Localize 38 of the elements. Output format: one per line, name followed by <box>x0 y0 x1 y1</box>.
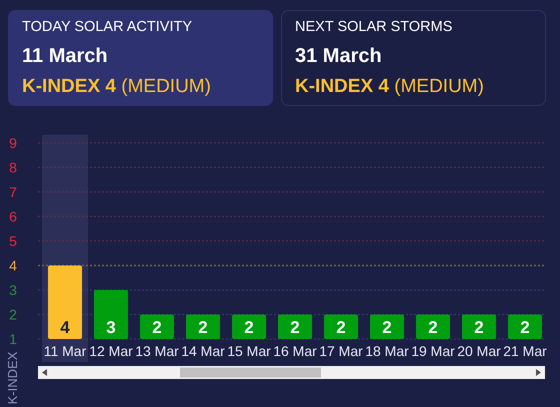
y-tick-label: 9 <box>9 134 18 151</box>
x-tick-label: 13 Mar <box>135 343 180 359</box>
y-tick-label: 8 <box>9 159 18 176</box>
text: K-INDEX 4 (MEDIUM) <box>22 76 211 97</box>
data-label: 2 <box>474 318 484 337</box>
text: 31 March <box>295 45 382 67</box>
data-label: 2 <box>336 318 346 337</box>
text: 11 March <box>22 45 108 67</box>
data-label: 2 <box>152 318 162 337</box>
data-label: 2 <box>520 318 530 337</box>
y-tick-label: 3 <box>9 282 18 298</box>
y-tick-label: 2 <box>9 306 18 322</box>
x-tick-label: 14 Mar <box>181 343 226 359</box>
y-tick-label: 5 <box>9 232 18 249</box>
x-tick-label: 11 Mar <box>44 343 87 359</box>
x-tick-label: 19 Mar <box>411 343 456 359</box>
x-tick-label: 18 Mar <box>365 343 410 359</box>
y-tick-label: 7 <box>9 184 18 200</box>
data-label: 3 <box>106 318 116 337</box>
data-label: 4 <box>60 318 70 337</box>
data-label: 2 <box>244 318 254 337</box>
text: K-INDEX 4 (MEDIUM) <box>295 76 484 97</box>
text: NEXT SOLAR STORMS <box>295 19 452 35</box>
x-tick-label: 12 Mar <box>89 343 134 359</box>
x-tick-label: 21 Mar <box>503 343 548 359</box>
x-tick-label: 20 Mar <box>457 343 502 359</box>
data-label: 2 <box>382 318 392 337</box>
y-tick-label: 6 <box>9 208 18 224</box>
y-tick-label: 1 <box>9 331 18 347</box>
data-label: 2 <box>428 318 438 337</box>
y-axis-title: K-INDEX <box>5 351 20 404</box>
x-tick-label: 17 Mar <box>319 343 364 359</box>
data-label: 2 <box>290 318 300 337</box>
x-tick-label: 16 Mar <box>273 343 318 359</box>
y-tick-label: 4 <box>9 257 18 274</box>
text: TODAY SOLAR ACTIVITY <box>22 19 192 35</box>
x-tick-label: 15 Mar <box>227 343 272 359</box>
data-label: 2 <box>198 318 208 337</box>
